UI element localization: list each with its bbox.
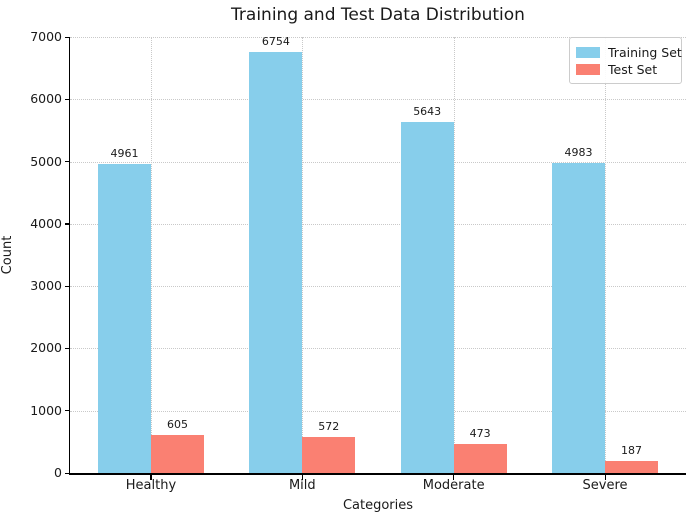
test-set-bar: [453, 443, 507, 473]
training-set-bar: [98, 164, 151, 473]
gridline-horizontal: [70, 161, 686, 163]
y-tick-mark: [65, 161, 70, 163]
gridline-horizontal: [70, 286, 686, 288]
y-tick-label: 2000: [30, 340, 62, 356]
legend-item-training: Training Set: [576, 44, 682, 60]
test-set-bar: [150, 435, 204, 473]
y-tick-mark: [65, 285, 70, 287]
gridline-horizontal: [70, 99, 686, 101]
test-set-swatch: [576, 63, 600, 75]
gridline-horizontal: [70, 223, 686, 225]
legend-label-training: Training Set: [608, 44, 682, 60]
gridline-vertical: [453, 37, 455, 473]
test-set-bar: [302, 437, 356, 473]
y-tick-mark: [65, 410, 70, 412]
x-tick-mark: [301, 474, 303, 480]
bar-value-label: 605: [166, 418, 188, 432]
x-tick-label: Moderate: [422, 478, 485, 493]
chart-title: Training and Test Data Distribution: [231, 5, 525, 25]
legend: Training Set Test Set: [569, 37, 682, 84]
bar-value-label: 4983: [564, 145, 593, 159]
x-tick-mark: [453, 474, 455, 480]
x-tick-label: Healthy: [125, 478, 177, 493]
bar-value-label: 4961: [110, 147, 139, 160]
x-tick-mark: [604, 474, 606, 480]
gridline-vertical: [605, 37, 607, 473]
x-tick-label: Severe: [582, 478, 628, 493]
bar-value-label: 473: [469, 426, 491, 440]
plot-area: 4961 6754 5643 4983 605 572 473 187: [68, 35, 686, 475]
y-tick-mark: [65, 223, 70, 225]
bar-value-label: 6754: [261, 35, 290, 49]
training-set-bar: [249, 52, 303, 473]
test-set-bar: [605, 461, 658, 473]
gridline-vertical: [150, 37, 152, 473]
bar-value-label: 572: [318, 420, 340, 434]
y-tick-label: 4000: [30, 215, 62, 231]
x-axis-label: Categories: [342, 498, 414, 513]
bar-value-label: 187: [621, 444, 642, 458]
bar-value-label: 5643: [413, 104, 442, 118]
x-tick-mark: [150, 474, 152, 480]
legend-item-test: Test Set: [576, 61, 674, 77]
x-axis-spine: [68, 473, 686, 475]
gridline-horizontal: [70, 410, 686, 412]
y-tick-label: 3000: [30, 278, 62, 294]
y-tick-label: 0: [54, 465, 62, 480]
y-tick-label: 5000: [30, 153, 62, 169]
y-tick-mark: [65, 472, 70, 474]
gridline-horizontal: [70, 37, 686, 38]
y-tick-label: 6000: [30, 91, 62, 107]
y-tick-label: 7000: [30, 29, 62, 44]
training-set-swatch: [576, 46, 600, 58]
legend-label-test: Test Set: [608, 61, 658, 77]
training-set-bar: [552, 162, 606, 473]
y-axis-label: Count: [0, 235, 15, 275]
y-tick-mark: [65, 347, 70, 350]
y-axis-spine: [68, 37, 70, 475]
gridline-horizontal: [70, 348, 686, 350]
gridline-vertical: [302, 37, 304, 473]
x-tick-label: Mild: [288, 478, 316, 493]
y-tick-label: 1000: [30, 402, 62, 418]
y-tick-mark: [65, 36, 70, 38]
y-tick-mark: [65, 98, 70, 100]
training-set-bar: [400, 121, 454, 473]
